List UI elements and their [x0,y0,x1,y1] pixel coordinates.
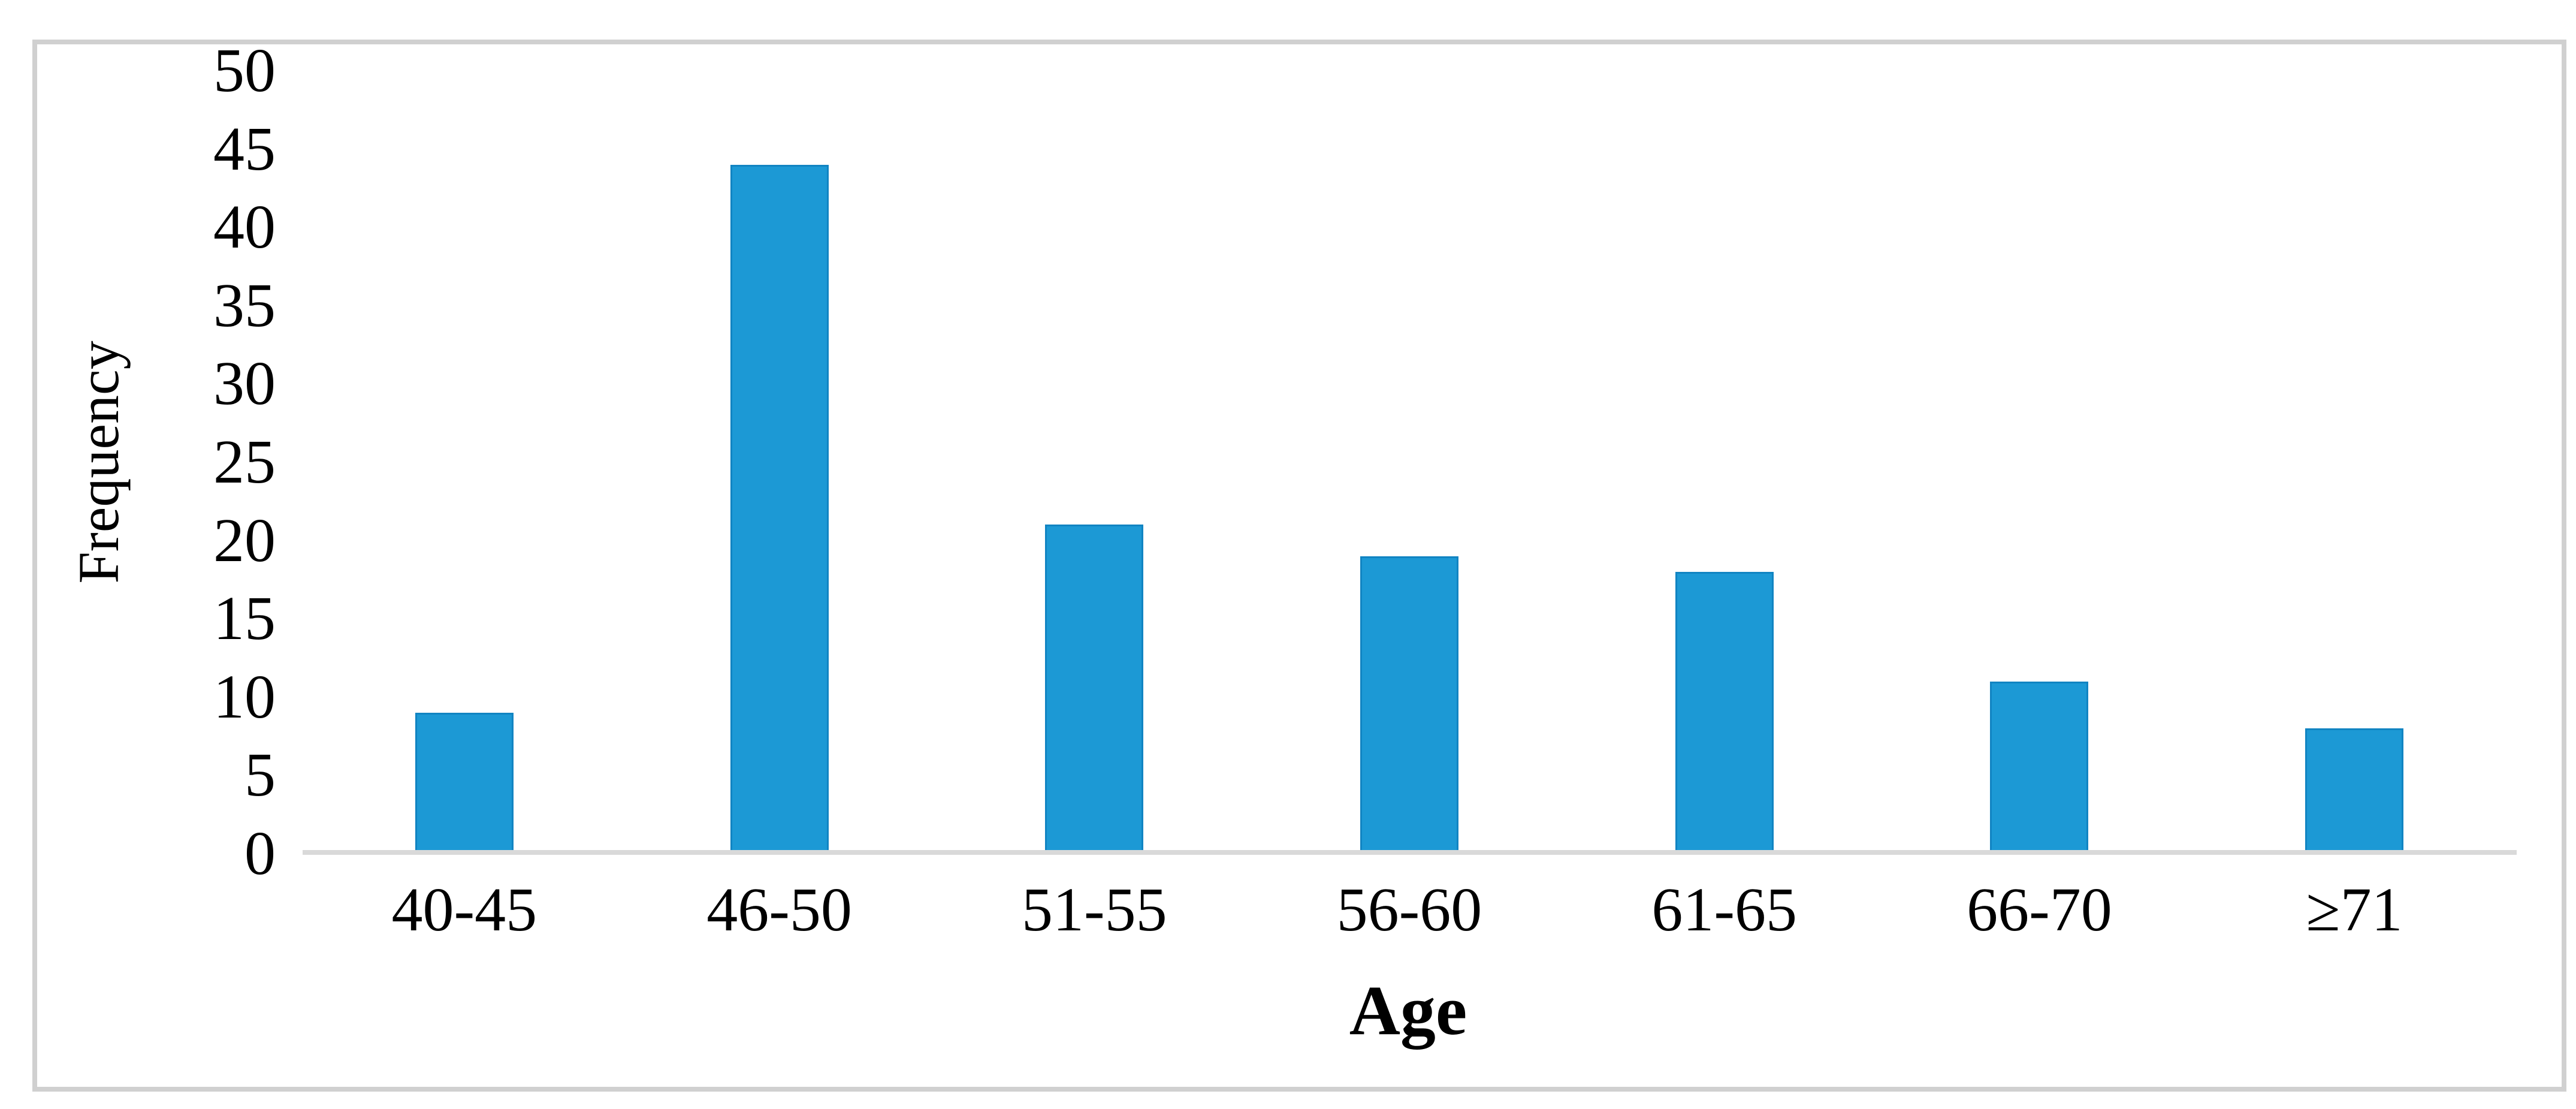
bar-51-55 [1045,525,1144,852]
x-axis-title: Age [1349,971,1467,1050]
y-tick-label: 50 [213,36,276,105]
y-tick-label: 40 [213,192,276,262]
x-tick-label: 61-65 [1651,875,1798,944]
bar-61-65 [1675,571,1774,852]
bar-66-70 [1990,681,2089,852]
y-tick-label: 20 [213,505,276,575]
bar-40-45 [415,712,514,852]
x-tick-label: 46-50 [706,875,852,944]
bar-≥71 [2305,728,2404,852]
x-tick-label: ≥71 [2306,875,2403,944]
x-tick-label: 40-45 [391,875,537,944]
x-tick-label: 56-60 [1336,875,1482,944]
bar-46-50 [730,164,829,852]
chart-frame [32,40,2566,1092]
x-tick-label: 51-55 [1021,875,1167,944]
y-tick-label: 0 [244,819,276,888]
y-tick-label: 15 [213,584,276,653]
y-tick-label: 35 [213,270,276,340]
x-axis-line [303,850,2517,855]
y-tick-label: 5 [244,740,276,810]
y-tick-label: 25 [213,427,276,496]
x-tick-label: 66-70 [1967,875,2112,944]
y-tick-label: 45 [213,114,276,183]
y-tick-label: 30 [213,349,276,418]
y-tick-label: 10 [213,662,276,731]
bar-56-60 [1360,556,1458,852]
